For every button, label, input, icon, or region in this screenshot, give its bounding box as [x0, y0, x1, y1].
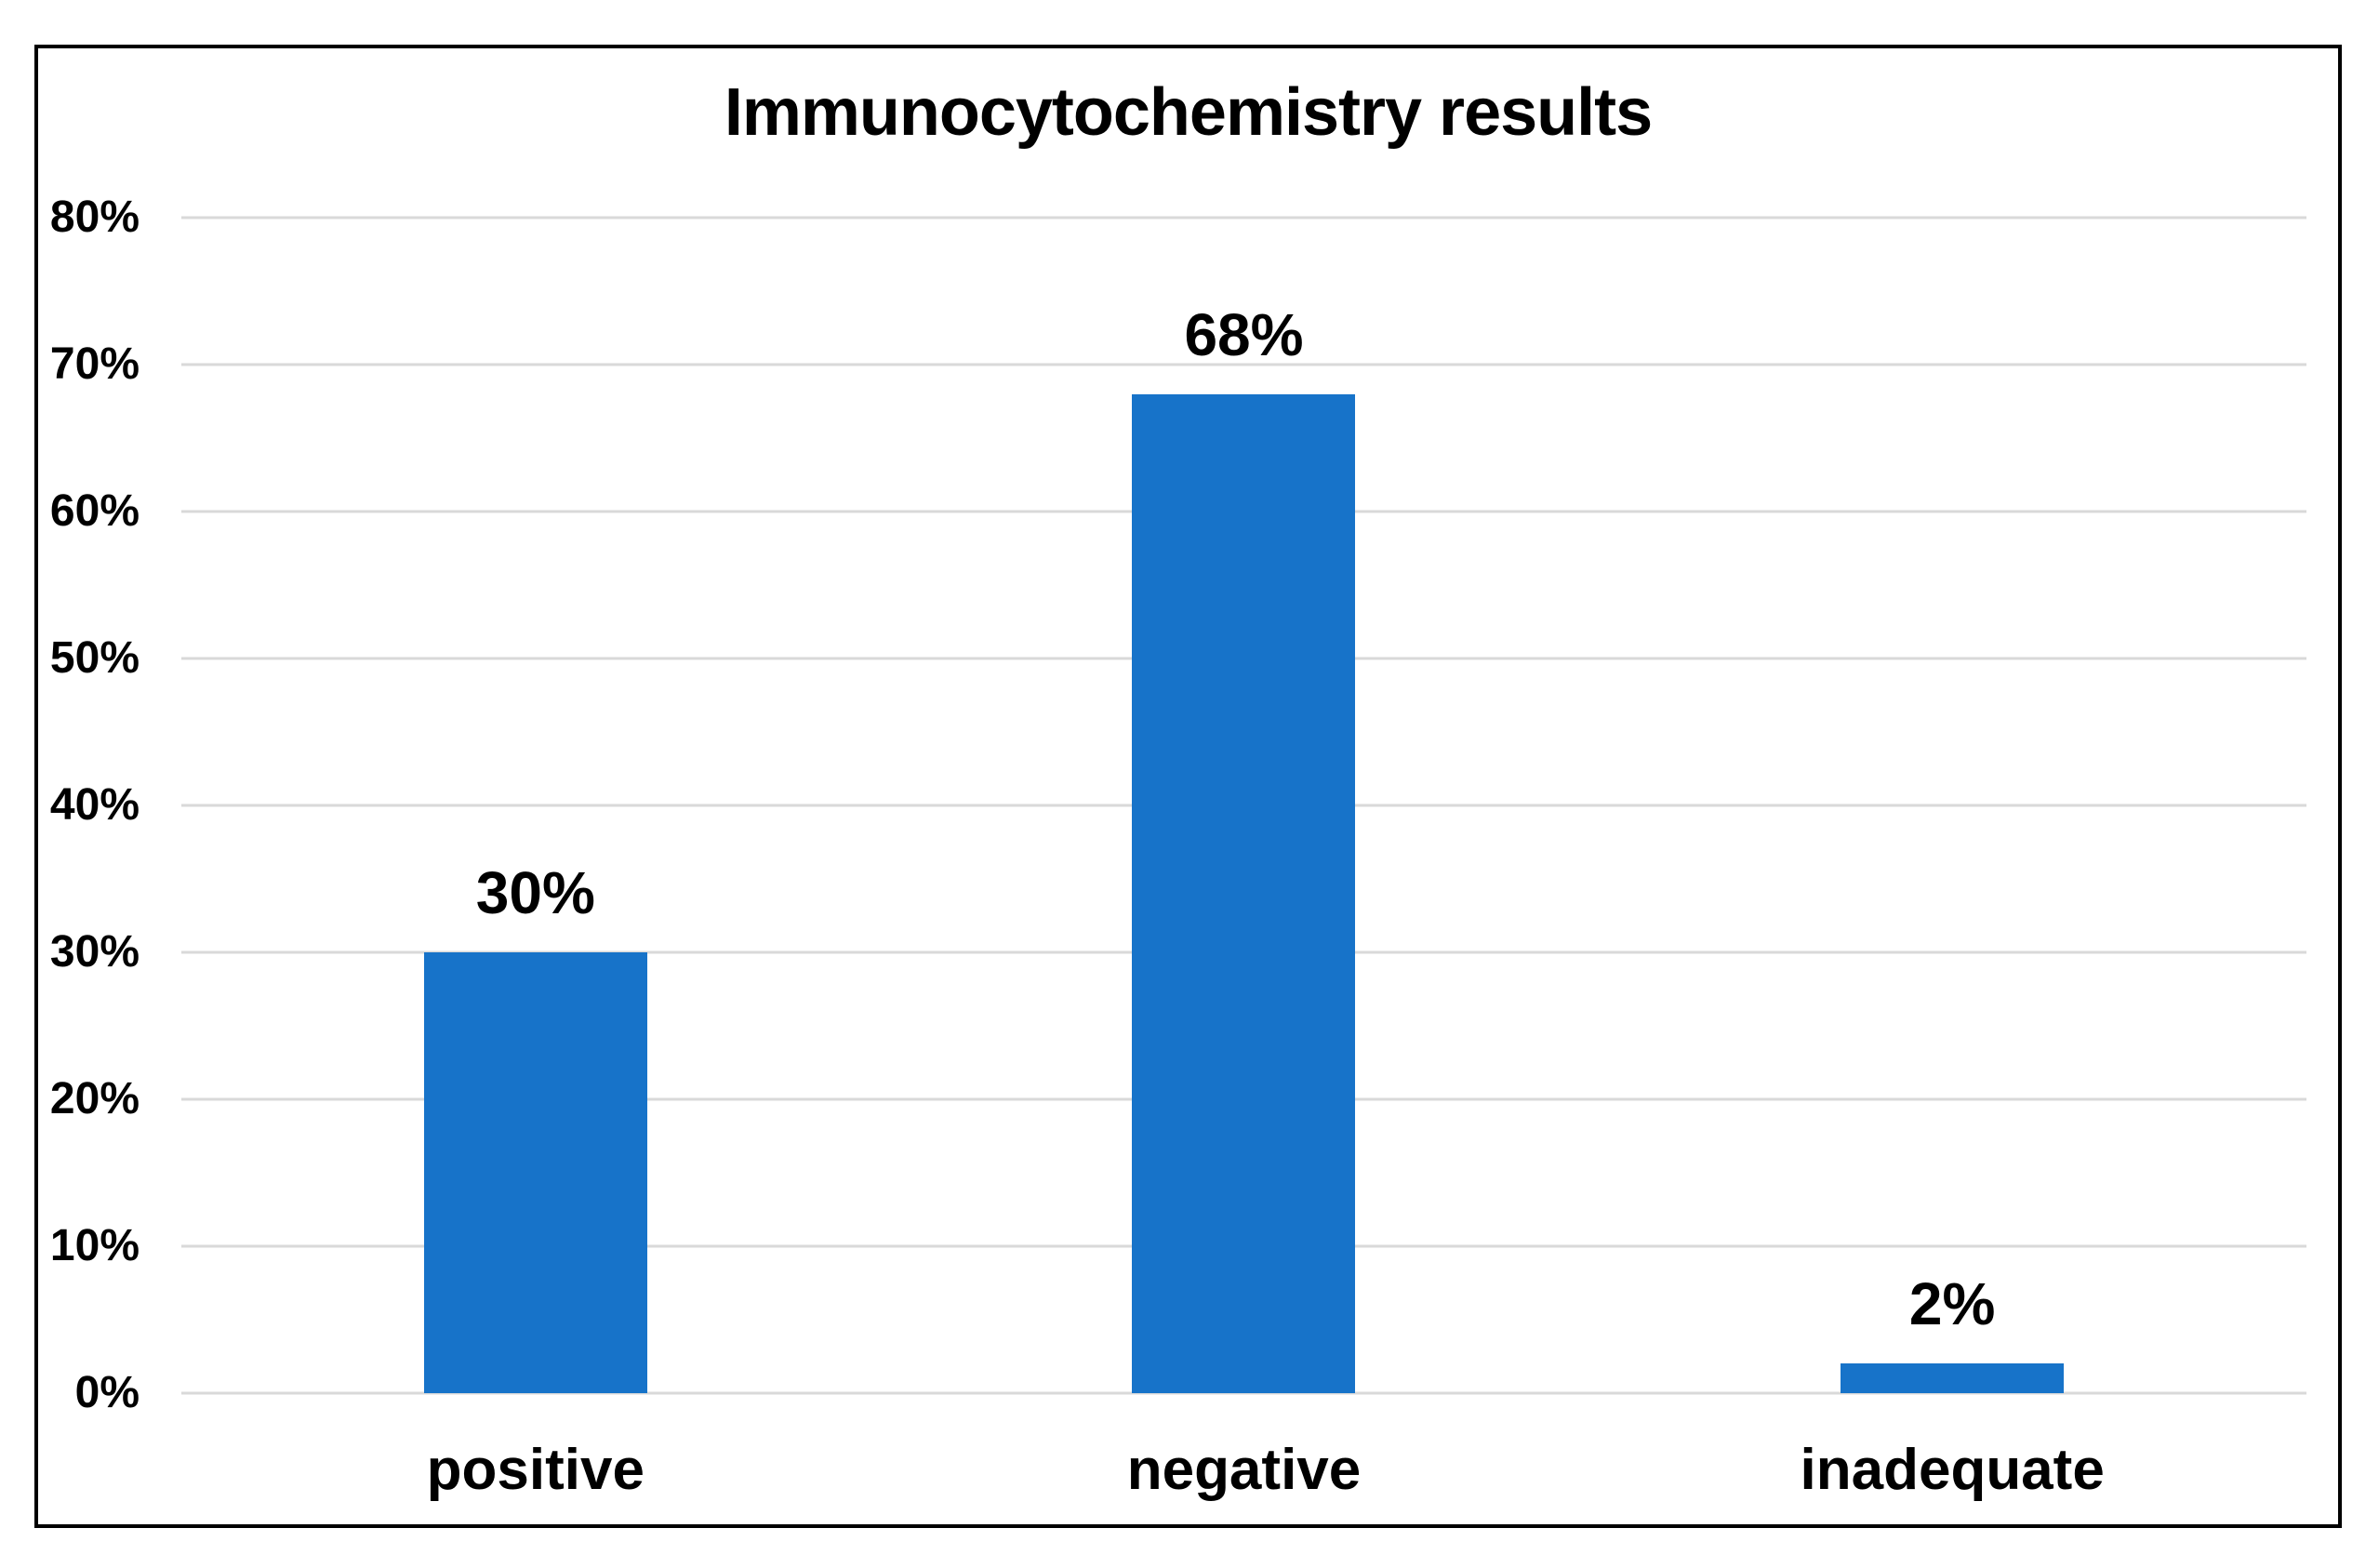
x-axis-category-label: positive: [426, 1438, 645, 1502]
gridline: [181, 1391, 2306, 1395]
y-axis-tick-label: 60%: [49, 486, 140, 536]
bar-slot: 2% inadequate: [1598, 218, 2306, 1498]
bar-slot: 30% positive: [181, 218, 890, 1499]
y-axis-tick-label: 80%: [49, 193, 140, 242]
bar-positive: [423, 952, 647, 1393]
bar-value-label: 68%: [1184, 300, 1304, 368]
y-axis-tick-label: 0%: [74, 1368, 140, 1417]
y-axis-tick-label: 70%: [49, 339, 140, 389]
chart-frame: Immunocytochemistry results 0% 10% 20% 30% 4…: [34, 45, 2342, 1528]
plot-area: 0% 10% 20% 30% 40% 50% 60% 70% 80% 30% positive 68%…: [50, 195, 2306, 1499]
y-axis-tick-label: 20%: [49, 1074, 140, 1123]
y-axis-tick-label: 50%: [49, 633, 140, 683]
chart-title: Immunocytochemistry results: [724, 75, 1653, 150]
y-axis-tick-label: 40%: [49, 780, 140, 830]
x-axis-category-label: inadequate: [1800, 1438, 2105, 1502]
gridline: [181, 216, 2306, 219]
bar-inadequate: [1841, 1363, 2065, 1393]
bar-slot: 68% negative: [890, 218, 1599, 1499]
y-axis-tick-label: 10%: [49, 1221, 140, 1270]
bar-value-label: 30%: [475, 859, 595, 926]
y-axis-tick-label: 30%: [49, 927, 140, 977]
x-axis-category-label: negative: [1126, 1438, 1362, 1502]
gridline: [181, 363, 2306, 366]
bar-negative: [1132, 393, 1356, 1393]
bar-value-label: 2%: [1908, 1270, 1996, 1338]
